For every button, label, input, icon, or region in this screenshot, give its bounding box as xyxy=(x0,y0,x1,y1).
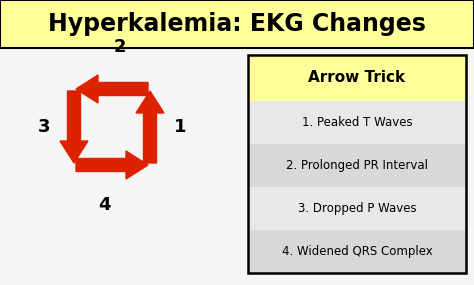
Bar xyxy=(248,55,466,273)
Bar xyxy=(0,0,474,48)
Bar xyxy=(248,55,466,101)
Text: 2. Prolonged PR Interval: 2. Prolonged PR Interval xyxy=(286,159,428,172)
Bar xyxy=(0,0,474,48)
Text: 1. Peaked T Waves: 1. Peaked T Waves xyxy=(301,116,412,129)
Bar xyxy=(248,101,466,144)
Bar xyxy=(248,144,466,187)
FancyArrow shape xyxy=(76,75,148,103)
Text: Hyperkalemia: EKG Changes: Hyperkalemia: EKG Changes xyxy=(48,12,426,36)
Text: Arrow Trick: Arrow Trick xyxy=(309,70,406,86)
Text: 1: 1 xyxy=(174,118,186,136)
FancyArrow shape xyxy=(76,151,148,179)
Bar xyxy=(248,230,466,273)
Text: 3: 3 xyxy=(38,118,50,136)
FancyArrow shape xyxy=(60,91,88,163)
Text: 4: 4 xyxy=(98,196,110,214)
Text: 2: 2 xyxy=(114,38,126,56)
Text: 4. Widened QRS Complex: 4. Widened QRS Complex xyxy=(282,245,432,258)
Text: 3. Dropped P Waves: 3. Dropped P Waves xyxy=(298,202,416,215)
Bar xyxy=(248,187,466,230)
FancyArrow shape xyxy=(136,91,164,163)
